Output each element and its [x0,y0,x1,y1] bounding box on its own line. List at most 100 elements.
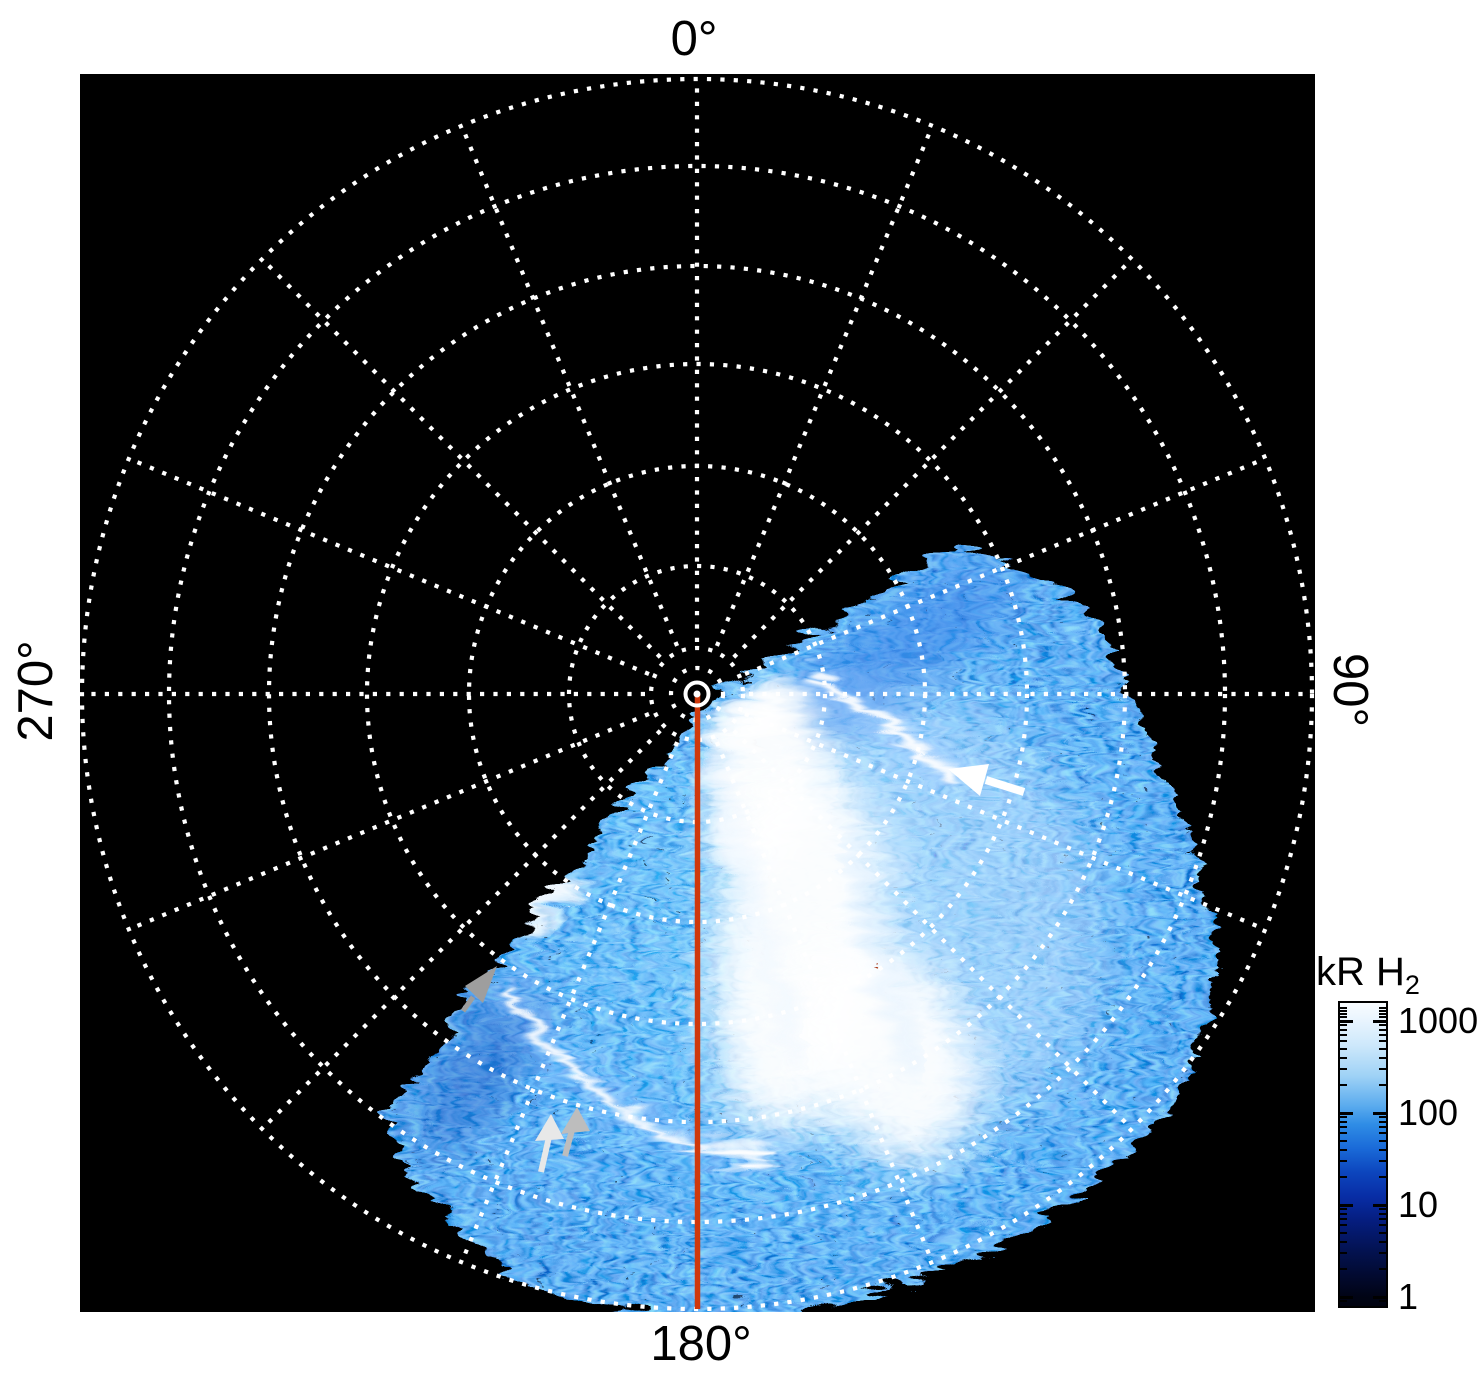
colorbar-tick-label: 1000 [1398,1000,1479,1041]
colorbar-tick [1340,1009,1347,1012]
colorbar-tick [1379,1212,1386,1215]
colorbar-tick [1379,1068,1386,1071]
main-arc-knot [697,1131,769,1159]
colorbar-tick [1379,1056,1386,1059]
colorbar-tick [1379,1139,1386,1142]
colorbar-tick [1340,1111,1353,1115]
colorbar-tick [1379,1268,1386,1271]
colorbar-tick [1379,1176,1386,1179]
colorbar-tick [1340,1056,1347,1059]
colorbar-tick [1340,1218,1347,1221]
grid-ring [648,645,746,743]
white-arrow-shaft [984,776,1026,796]
colorbar-tick [1379,1116,1386,1119]
up-arrow-left-shaft [538,1136,552,1173]
colorbar-tick-label: 1 [1398,1276,1419,1317]
gray-arrowhead-head [465,966,497,1003]
colorbar-tick [1340,1208,1347,1211]
colorbar-tick [1379,1132,1386,1135]
blue-band-lower-left [405,978,535,1142]
colorbar-tick [1379,1252,1386,1255]
colorbar-tick [1379,1300,1386,1303]
colorbar-tick [1373,1203,1386,1207]
colorbar-tick [1340,1120,1347,1123]
hot-pixel [861,960,871,968]
colorbar-tick [1340,1240,1347,1243]
up-arrow-right [561,1107,590,1157]
colorbar-tick [1340,1028,1347,1031]
colorbar-tick [1379,1218,1386,1221]
angle-label-top: 0° [670,12,718,66]
bright-blob-lower [787,930,973,1160]
colorbar-tick [1379,1009,1386,1012]
colorbar-tick [1373,1295,1386,1299]
bright-streak-1 [695,742,799,1053]
colorbar-title-text: kR H [1316,950,1405,994]
angle-label-left: 270° [9,640,63,742]
colorbar-tick [1340,1040,1347,1043]
colorbar-tick-label: 10 [1398,1184,1439,1225]
colorbar-tick [1340,1139,1347,1142]
colorbar-tick [1340,1016,1347,1019]
colorbar-tick [1340,1203,1353,1207]
colorbar [1338,1001,1388,1308]
up-arrow-left-head [535,1114,564,1141]
colorbar-tick [1379,1084,1386,1087]
colorbar-tick [1340,1231,1347,1234]
colorbar-tick [1379,1024,1386,1027]
colorbar-tick [1379,1006,1386,1009]
colorbar-tick [1340,1084,1347,1087]
grid-ring [166,163,1228,1225]
colorbar-tick [1379,1160,1386,1163]
colorbar-tick [1340,1252,1347,1255]
colorbar-tick [1379,1224,1386,1227]
colorbar-tick [1379,1012,1386,1015]
colorbar-tick [1379,1028,1386,1031]
pole-ring [683,680,711,708]
white-arrow [948,764,1026,796]
colorbar-tick [1373,1019,1386,1023]
colorbar-tick [1379,1148,1386,1151]
colorbar-tick [1340,1176,1347,1179]
colorbar-tick [1340,1006,1347,1009]
angle-label-bottom: 180° [650,1317,752,1371]
up-arrow-left [535,1114,564,1173]
pole-dot [693,690,701,698]
up-arrow-right-head [561,1107,590,1134]
colorbar-tick [1340,1047,1347,1050]
up-arrow-right-shaft [562,1129,575,1157]
colorbar-tick [1379,1126,1386,1129]
colorbar-tick [1340,1126,1347,1129]
colorbar-title-subscript: 2 [1404,970,1420,1000]
gray-arrowhead-tail [460,995,476,1013]
colorbar-tick [1340,1019,1353,1023]
colorbar-tick [1340,1212,1347,1215]
colorbar-tick [1340,1024,1347,1027]
grid-ring [566,563,828,825]
colorbar-title: kR H2 [1316,950,1420,1001]
colorbar-tick-label: 100 [1398,1092,1459,1133]
colorbar-tick [1379,1047,1386,1050]
colorbar-tick [1340,1148,1347,1151]
colorbar-tick [1340,1012,1347,1015]
white-arrow-head [948,764,989,796]
colorbar-tick [1340,1300,1347,1303]
colorbar-tick [1379,1034,1386,1037]
colorbar-tick [1379,1240,1386,1243]
colorbar-tick [1340,1034,1347,1037]
colorbar-tick [1340,1132,1347,1135]
colorbar-tick [1379,1231,1386,1234]
colorbar-tick [1340,1116,1347,1119]
grid-ring [364,361,1030,1027]
colorbar-tick [1379,1040,1386,1043]
colorbar-tick [1379,1208,1386,1211]
colorbar-tick [1340,1224,1347,1227]
colorbar-tick [1340,1160,1347,1163]
gray-arrowhead [460,966,497,1013]
angle-label-right: 90° [1323,652,1377,728]
colorbar-tick [1340,1268,1347,1271]
colorbar-tick [1379,1120,1386,1123]
colorbar-tick [1340,1068,1347,1071]
